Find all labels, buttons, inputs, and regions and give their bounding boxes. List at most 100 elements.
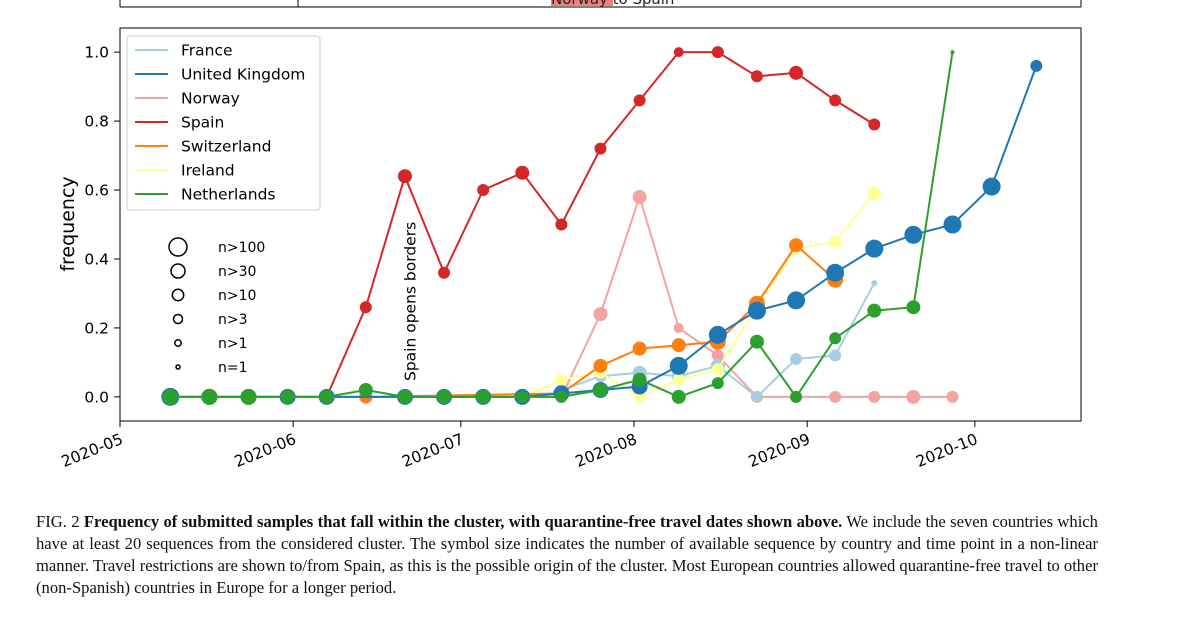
size-legend-marker (174, 339, 182, 347)
size-legend-marker (171, 288, 185, 302)
legend-label: Spain (181, 114, 224, 132)
legend-label: Norway (181, 90, 240, 108)
size-legend-label: n>30 (218, 264, 256, 280)
legend-label: United Kingdom (181, 66, 305, 84)
legend-label: Netherlands (181, 186, 275, 204)
data-point-switzerland (671, 338, 686, 353)
data-point-ireland (711, 363, 724, 376)
size-legend-label: n>100 (218, 240, 265, 256)
data-point-spain (594, 142, 607, 155)
data-point-united-kingdom (787, 291, 806, 310)
data-point-netherlands (749, 334, 764, 349)
data-point-netherlands (867, 303, 882, 318)
legend-label: Ireland (181, 162, 235, 180)
data-point-united-kingdom (1030, 59, 1043, 72)
y-tick-label: 0.6 (84, 182, 109, 200)
data-point-norway (632, 189, 647, 204)
data-point-netherlands (555, 390, 568, 403)
travel-panel: Norway to Spain (119, 0, 1082, 8)
data-point-norway (711, 349, 724, 362)
data-point-netherlands (280, 389, 295, 404)
y-tick-label: 0.4 (84, 250, 109, 268)
data-point-netherlands (906, 300, 921, 315)
data-point-united-kingdom (826, 263, 845, 282)
data-point-norway (868, 390, 881, 403)
series-netherlands (162, 50, 955, 405)
x-tick-label: 2020-10 (914, 430, 981, 471)
y-tick-label: 0.8 (84, 113, 109, 131)
size-legend-marker (175, 364, 181, 370)
size-legend-marker (172, 313, 184, 325)
data-point-spain (868, 118, 881, 131)
data-point-spain (515, 165, 530, 180)
data-point-spain (359, 301, 372, 314)
size-legend-marker (170, 263, 186, 279)
size-legend-label: n=1 (218, 360, 248, 376)
legend-label: France (181, 42, 233, 60)
figure: Norway to Spain 0.0 0.2 0.4 0.6 0.8 1.0 2020-… (57, 0, 1082, 471)
data-point-spain (750, 70, 763, 83)
size-legend: n>100 n>30 n>10 n>3 n>1 n=1 (168, 237, 265, 376)
data-point-spain (789, 65, 804, 80)
data-point-spain (711, 46, 724, 59)
y-tick-label: 1.0 (84, 44, 109, 62)
data-point-netherlands (201, 388, 218, 405)
data-point-netherlands (240, 388, 257, 405)
figure-caption: FIG. 2 Frequency of submitted samples th… (36, 511, 1098, 599)
spain-opens-borders-annotation: Spain opens borders (402, 222, 420, 381)
caption-bold-title: Frequency of submitted samples that fall… (83, 512, 843, 531)
data-point-spain (555, 218, 568, 231)
plot-area (119, 27, 1082, 422)
x-tick-label: 2020-05 (59, 430, 126, 471)
data-point-united-kingdom (865, 239, 884, 258)
x-tick-label: 2020-06 (232, 430, 299, 471)
y-axis: 0.0 0.2 0.4 0.6 0.8 1.0 (84, 44, 120, 406)
size-legend-label: n>1 (218, 336, 248, 352)
data-point-france (871, 280, 878, 287)
data-point-spain (397, 169, 412, 184)
data-point-norway (673, 322, 684, 333)
data-point-netherlands (437, 389, 452, 404)
y-tick-label: 0.0 (84, 388, 109, 406)
data-point-netherlands (516, 390, 529, 403)
data-point-netherlands (790, 390, 803, 403)
data-point-france (751, 391, 762, 402)
legend-label: Switzerland (181, 138, 271, 156)
data-point-united-kingdom (708, 325, 727, 344)
data-point-norway (593, 307, 608, 322)
y-axis-label: frequency (57, 176, 79, 271)
data-point-united-kingdom (982, 177, 1001, 196)
size-legend-label: n>3 (218, 312, 248, 328)
data-point-france (829, 349, 842, 362)
data-point-netherlands (397, 389, 412, 404)
caption-body: We include the seven countries which hav… (36, 512, 1098, 597)
data-point-ireland (867, 186, 882, 201)
x-tick-label: 2020-09 (746, 430, 813, 471)
data-point-netherlands (950, 50, 955, 55)
data-point-netherlands (476, 389, 491, 404)
x-tick-label: 2020-08 (573, 430, 640, 471)
data-point-netherlands (632, 372, 647, 387)
data-point-united-kingdom (747, 301, 766, 320)
series-line-ireland (521, 192, 876, 399)
data-point-ireland (555, 373, 568, 386)
data-point-spain (438, 266, 451, 279)
data-point-norway (906, 389, 921, 404)
size-legend-marker (168, 237, 188, 257)
data-point-france (790, 352, 803, 365)
data-point-united-kingdom (669, 356, 688, 375)
data-point-ireland (672, 373, 685, 386)
size-legend-label: n>10 (218, 288, 256, 304)
data-point-united-kingdom (904, 225, 923, 244)
data-point-netherlands (671, 389, 686, 404)
data-point-netherlands (358, 382, 373, 397)
caption-label: FIG. 2 (36, 512, 80, 531)
data-point-netherlands (829, 332, 842, 345)
data-point-switzerland (632, 341, 647, 356)
data-point-spain (673, 47, 684, 58)
data-point-switzerland (789, 238, 804, 253)
data-point-ireland (829, 235, 842, 248)
travel-panel-label: Norway to Spain (551, 0, 674, 8)
y-tick-label: 0.2 (84, 319, 109, 337)
data-point-norway (946, 390, 959, 403)
